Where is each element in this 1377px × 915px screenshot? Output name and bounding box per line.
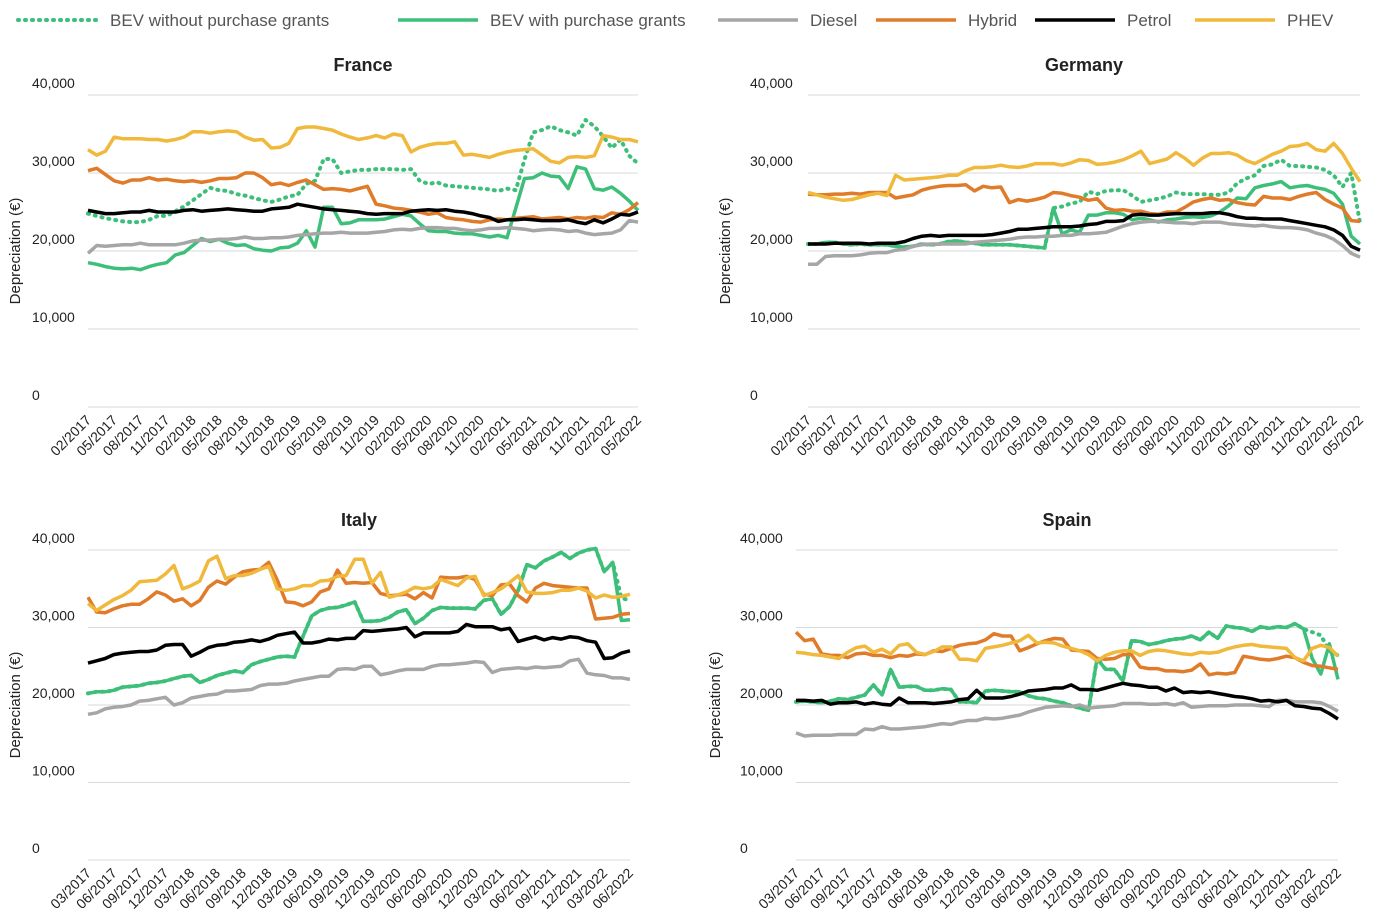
series-line <box>87 165 640 272</box>
legend-label: Diesel <box>810 11 857 30</box>
series-line <box>87 166 640 224</box>
y-tick-label: 0 <box>32 840 40 856</box>
series-line <box>87 202 639 226</box>
y-tick-label: 30,000 <box>32 608 75 624</box>
y-tick-label: 30,000 <box>32 153 75 169</box>
y-tick-label: 10,000 <box>740 763 783 779</box>
y-tick-label: 0 <box>740 840 748 856</box>
legend-label: Petrol <box>1127 11 1171 30</box>
series-line <box>808 219 1361 267</box>
series-line <box>796 681 1339 721</box>
y-tick-label: 20,000 <box>740 685 783 701</box>
series-line <box>795 698 1339 738</box>
series-line <box>808 179 1362 250</box>
legend-label: Hybrid <box>968 11 1017 30</box>
series-line <box>808 211 1361 252</box>
y-tick-label: 40,000 <box>750 75 793 91</box>
series-line <box>86 554 631 613</box>
y-tick-label: 40,000 <box>32 530 75 546</box>
y-tick-label: 20,000 <box>32 231 75 247</box>
series-line <box>86 560 631 621</box>
y-tick-label: 20,000 <box>750 231 793 247</box>
y-tick-label: 30,000 <box>750 153 793 169</box>
series-line <box>794 630 1339 677</box>
series-line <box>87 546 631 696</box>
y-axis-label: Depreciation (€) <box>7 198 24 305</box>
chart-title: France <box>333 55 392 75</box>
series-line <box>87 622 631 665</box>
y-tick-label: 10,000 <box>32 309 75 325</box>
y-tick-label: 40,000 <box>740 530 783 546</box>
series-line <box>87 125 639 165</box>
y-axis-label: Depreciation (€) <box>707 652 724 759</box>
series-line <box>795 621 1340 713</box>
chart-title: Germany <box>1045 55 1123 75</box>
y-tick-label: 10,000 <box>750 309 793 325</box>
legend-label: BEV without purchase grants <box>110 11 329 30</box>
y-tick-label: 40,000 <box>32 75 75 91</box>
series-line <box>795 633 1340 663</box>
series-line <box>86 218 639 255</box>
y-tick-label: 30,000 <box>740 608 783 624</box>
series-line <box>87 657 631 717</box>
y-tick-label: 0 <box>32 387 40 403</box>
series-line <box>807 182 1361 224</box>
y-tick-label: 0 <box>750 387 758 403</box>
chart-title: Spain <box>1042 510 1091 530</box>
series-line <box>807 141 1362 203</box>
series-line <box>794 621 1340 713</box>
legend-label: BEV with purchase grants <box>490 11 686 30</box>
legend-label: PHEV <box>1287 11 1334 30</box>
y-tick-label: 10,000 <box>32 763 75 779</box>
chart-title: Italy <box>341 510 377 530</box>
y-axis-label: Depreciation (€) <box>717 198 734 305</box>
y-axis-label: Depreciation (€) <box>7 652 24 759</box>
y-tick-label: 20,000 <box>32 685 75 701</box>
series-line <box>86 118 640 225</box>
